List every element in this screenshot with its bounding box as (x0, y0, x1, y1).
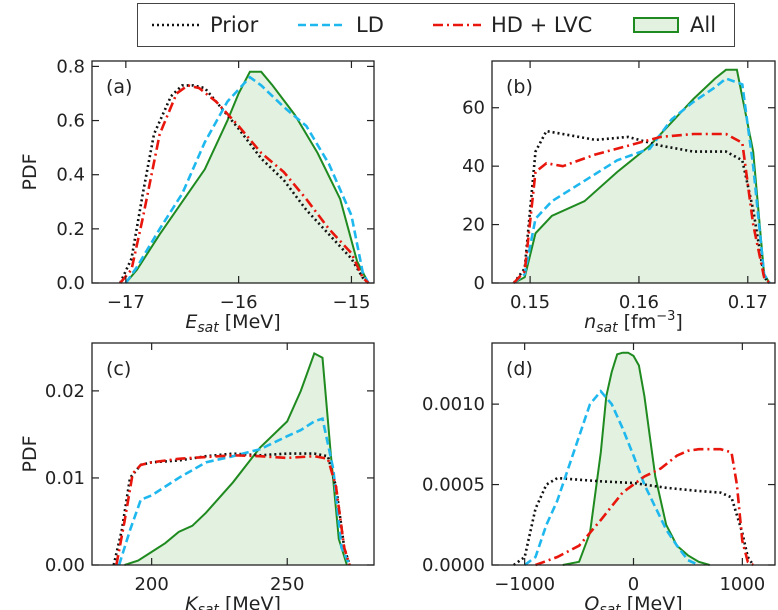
x-tick-label: 250 (270, 574, 304, 595)
x-tick-label: 0.16 (619, 292, 659, 313)
series-line-hd-lvc (115, 453, 351, 566)
y-tick-label: 60 (462, 98, 485, 119)
y-tick-label: 0.2 (56, 219, 85, 240)
series-fill-all (124, 353, 347, 565)
panel-label: (a) (106, 76, 132, 98)
series-line-all (562, 351, 710, 566)
panel-label: (d) (506, 358, 533, 380)
x-tick-label: −16 (220, 292, 258, 313)
axes-frame (491, 342, 776, 566)
y-tick-label: 0.6 (56, 111, 85, 132)
y-axis-label: PDF (19, 153, 41, 190)
series-line-hd-lvc (119, 83, 370, 284)
series-line-all (513, 68, 771, 284)
x-tick-label: 0 (628, 574, 639, 595)
series-line-all (124, 351, 348, 566)
x-tick-label: 0.17 (728, 292, 768, 313)
panel-label: (b) (506, 76, 533, 98)
legend-swatch-all (633, 17, 679, 33)
legend-item-ld: LD (298, 4, 384, 46)
axes-frame (91, 60, 375, 284)
y-tick-label: 20 (462, 215, 485, 236)
x-axis-label: Esat [MeV] (185, 311, 280, 336)
y-tick-label: 0.02 (45, 381, 85, 402)
legend-label-ld: LD (356, 13, 384, 37)
series-fill-all (562, 352, 710, 565)
y-tick-label: 0.0 (56, 273, 85, 294)
series-line-all (125, 70, 370, 284)
x-axis-label: Qsat [MeV] (584, 593, 682, 610)
series-line-prior (119, 84, 370, 284)
y-axis-label: PDF (19, 435, 41, 472)
y-tick-label: 0.0000 (422, 555, 485, 576)
y-tick-label: 0.0010 (422, 394, 485, 415)
x-tick-label: 0.15 (510, 292, 550, 313)
series-line-ld (512, 77, 771, 285)
series-line-prior (513, 476, 755, 567)
y-tick-label: 0 (474, 273, 485, 294)
legend-label-hd-lvc: HD + LVC (491, 13, 593, 37)
x-axis-label: Ksat [MeV] (185, 593, 281, 610)
series-line-ld (124, 75, 370, 284)
legend-swatch-hd-lvc (433, 23, 481, 27)
y-tick-label: 0.8 (56, 56, 85, 77)
y-tick-label: 0.0005 (422, 475, 485, 496)
axes-frame (491, 60, 776, 284)
y-tick-label: 0.01 (45, 468, 85, 489)
series-line-prior (112, 452, 351, 566)
panel-a: −17 −16 −15 0.0 0.2 0.4 0.6 0.8 (a) Esat [MeV] PDF (19, 56, 375, 336)
legend-label-prior: Prior (210, 13, 259, 37)
x-tick-label: −15 (332, 292, 370, 313)
panel-d: −1000 0 1000 0.0000 0.0005 0.0010 (d) Qsat [MeV… (422, 342, 776, 610)
legend-item-all: All (632, 4, 716, 46)
series-line-ld (117, 417, 351, 566)
x-axis-label: nsat [fm−3] (584, 309, 683, 336)
series-fill-all (125, 71, 369, 283)
legend-swatch-prior (152, 23, 200, 27)
panel-b: 0.15 0.16 0.17 0 20 40 60 (b) nsat [fm−3] (462, 60, 776, 336)
x-tick-label: 1000 (719, 574, 765, 595)
x-tick-label: −17 (107, 292, 145, 313)
panel-c: 200 250 0.00 0.01 0.02 (c) Ksat [MeV] PDF (19, 342, 375, 610)
series-line-ld (523, 389, 700, 567)
series-line-prior (512, 129, 771, 284)
legend-item-prior: Prior (152, 4, 258, 46)
legend-swatch-ld (298, 23, 346, 27)
series-line-hd-lvc (512, 132, 771, 284)
y-tick-label: 0.00 (45, 555, 85, 576)
series-line-hd-lvc (535, 447, 754, 567)
legend: Prior LD HD + LVC All (137, 3, 735, 47)
series-fill-all (513, 69, 770, 283)
legend-label-all: All (690, 13, 717, 37)
axes-frame (91, 342, 375, 566)
panel-label: (c) (106, 358, 131, 380)
x-tick-label: 200 (134, 574, 168, 595)
x-tick-label: −1000 (494, 574, 555, 595)
y-tick-label: 0.4 (56, 165, 85, 186)
legend-item-hd-lvc: HD + LVC (433, 4, 592, 46)
y-tick-label: 40 (462, 156, 485, 177)
